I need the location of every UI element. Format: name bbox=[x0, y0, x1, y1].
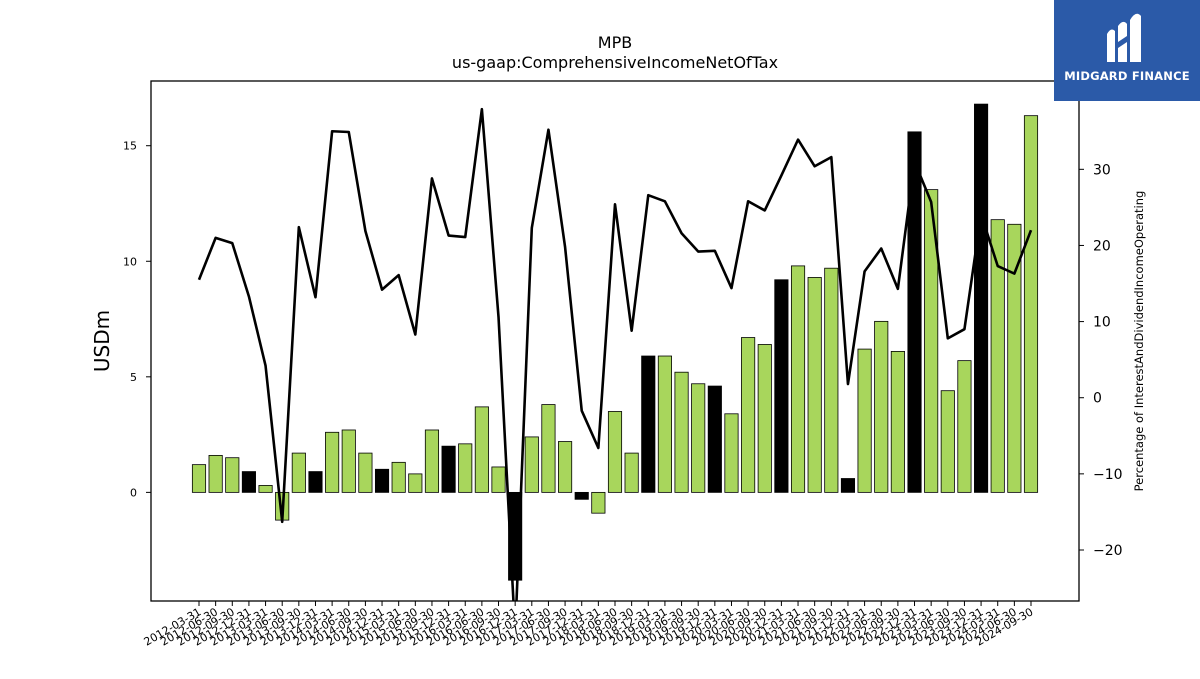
bar-2018-12-31 bbox=[641, 355, 656, 493]
bar-2023-06-30 bbox=[940, 390, 955, 493]
bar-2023-03-31 bbox=[924, 189, 939, 493]
bar-2023-12-31 bbox=[974, 103, 989, 493]
bar-2016-09-30 bbox=[491, 466, 506, 493]
bar-2017-06-30 bbox=[541, 404, 556, 493]
bar-2021-12-31 bbox=[840, 478, 856, 493]
bar-2013-12-31 bbox=[308, 471, 323, 493]
bar-2012-06-30 bbox=[208, 454, 223, 493]
chart-title: MPB bbox=[598, 33, 632, 52]
bar-2015-06-30 bbox=[408, 473, 423, 493]
bar-2014-12-31 bbox=[374, 468, 390, 493]
bar-2015-12-31 bbox=[441, 445, 456, 493]
bar-2015-09-30 bbox=[424, 429, 440, 493]
bar-2024-03-31 bbox=[990, 219, 1005, 493]
bar-2022-09-30 bbox=[890, 350, 905, 493]
plot-frame bbox=[150, 80, 1080, 602]
plot-area: 051015−20−1001020302012-03-312012-06-302… bbox=[123, 80, 1123, 649]
bar-2015-03-31 bbox=[391, 461, 406, 493]
bar-2024-09-30 bbox=[1023, 115, 1039, 493]
y-tick-label-5: 5 bbox=[130, 371, 137, 384]
bar-2022-12-31 bbox=[907, 131, 922, 493]
bar-2018-09-30 bbox=[624, 452, 639, 493]
y-tick-label-10: 10 bbox=[123, 255, 137, 268]
bar-2021-06-30 bbox=[807, 277, 822, 493]
brand-name: MIDGARD FINANCE bbox=[1064, 69, 1190, 83]
bar-2019-06-30 bbox=[674, 371, 689, 493]
y2-tick-label-10: 10 bbox=[1093, 315, 1111, 331]
y2-tick-label-30: 30 bbox=[1093, 162, 1111, 178]
bar-2017-12-31 bbox=[574, 491, 589, 500]
bar-2020-03-31 bbox=[724, 413, 739, 493]
bar-2018-06-30 bbox=[607, 411, 623, 493]
bar-2021-09-30 bbox=[824, 267, 839, 493]
chart-subtitle: us-gaap:ComprehensiveIncomeNetOfTax bbox=[452, 53, 778, 72]
y2-tick-label--10: −10 bbox=[1093, 467, 1123, 483]
bar-2016-03-31 bbox=[458, 443, 473, 493]
bar-2023-09-30 bbox=[957, 360, 972, 493]
series-line bbox=[197, 107, 1033, 601]
bar-2016-06-30 bbox=[474, 406, 489, 493]
brand-logo-mark-icon bbox=[1107, 13, 1141, 62]
y2-tick-label--20: −20 bbox=[1093, 543, 1123, 559]
y2-tick-label-20: 20 bbox=[1093, 238, 1111, 254]
bar-2012-03-31 bbox=[191, 464, 207, 493]
bar-2017-09-30 bbox=[558, 441, 573, 493]
y2-axis-label: Percentage of InterestAndDividendIncomeO… bbox=[1132, 191, 1146, 492]
y-tick-label-15: 15 bbox=[123, 140, 137, 153]
bar-2014-03-31 bbox=[325, 431, 340, 493]
bar-2024-06-30 bbox=[1007, 223, 1022, 493]
bar-2014-06-30 bbox=[341, 429, 356, 493]
y-tick-label-0: 0 bbox=[130, 486, 137, 499]
y2-tick-label-0: 0 bbox=[1093, 391, 1102, 407]
bar-2021-03-31 bbox=[790, 265, 806, 493]
bar-2014-09-30 bbox=[358, 452, 373, 493]
bar-2013-03-31 bbox=[258, 485, 273, 493]
bar-2019-09-30 bbox=[691, 383, 706, 493]
bar-2012-12-31 bbox=[241, 471, 256, 493]
bar-2020-12-31 bbox=[774, 279, 789, 493]
y-axis-label: USDm bbox=[90, 310, 114, 372]
bar-2012-09-30 bbox=[225, 457, 240, 493]
bar-2019-12-31 bbox=[707, 385, 722, 493]
bar-2017-03-31 bbox=[524, 436, 539, 493]
bar-2020-06-30 bbox=[741, 337, 756, 493]
bar-2022-03-31 bbox=[857, 348, 872, 493]
bar-2019-03-31 bbox=[657, 355, 672, 493]
bar-2022-06-30 bbox=[874, 320, 889, 493]
bar-2013-09-30 bbox=[291, 452, 306, 493]
bar-2020-09-30 bbox=[757, 344, 772, 493]
bar-2018-03-31 bbox=[591, 491, 606, 514]
brand-logo: MIDGARD FINANCE bbox=[1054, 0, 1200, 101]
